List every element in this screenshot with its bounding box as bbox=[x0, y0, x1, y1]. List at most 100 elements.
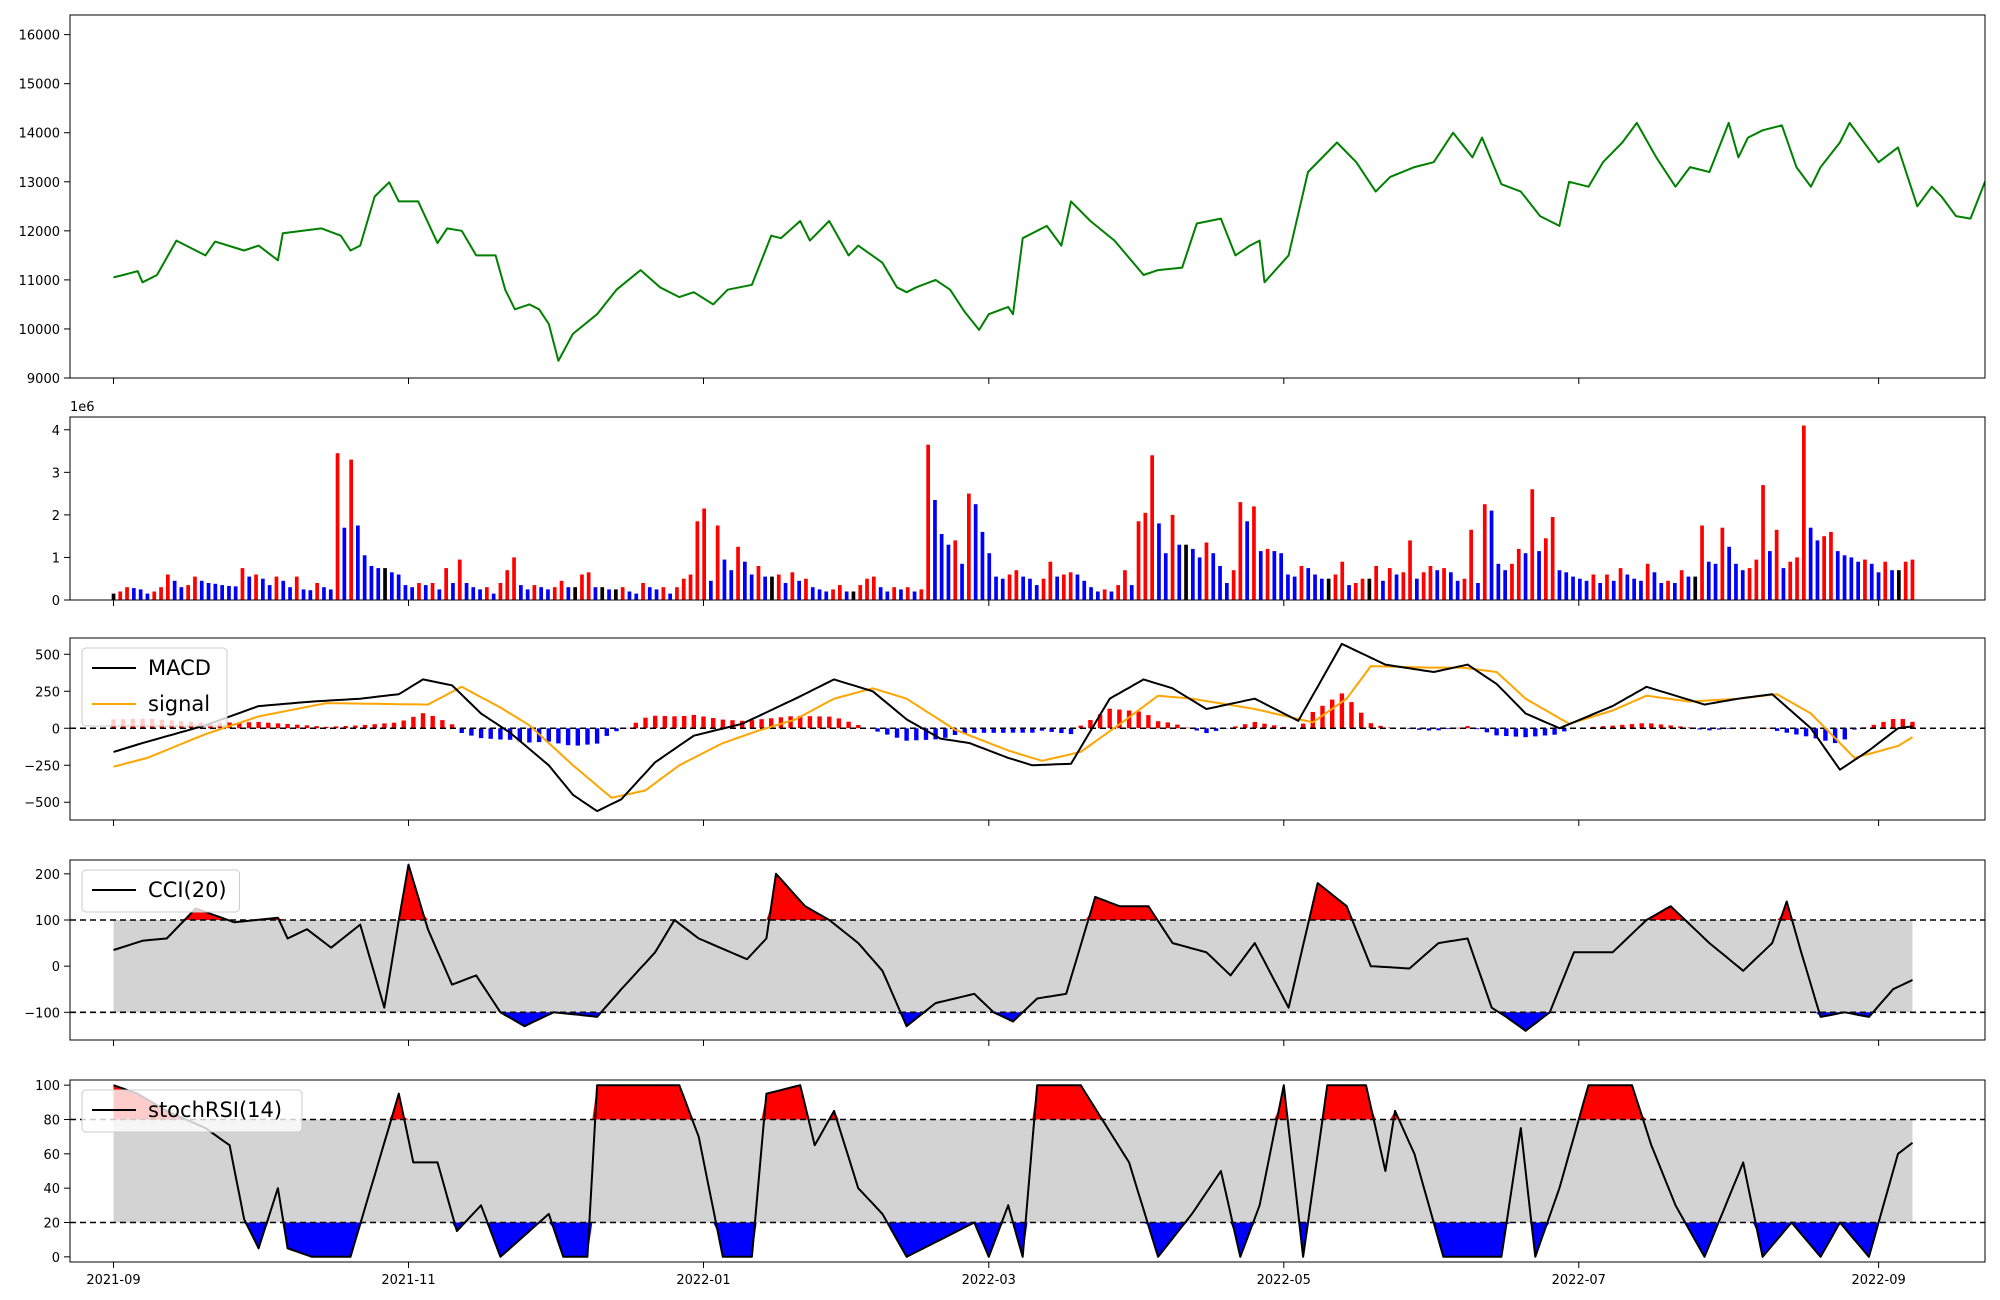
volume-bar bbox=[770, 576, 774, 600]
macd-hist-bar bbox=[633, 722, 638, 729]
volume-bar bbox=[1442, 568, 1446, 600]
volume-bar bbox=[661, 587, 666, 600]
macd-hist-bar bbox=[246, 722, 252, 729]
macd-plot-area bbox=[70, 642, 1985, 813]
volume-bar bbox=[423, 585, 428, 600]
macd-hist-bar bbox=[517, 728, 522, 742]
volume-bar bbox=[566, 587, 571, 600]
macd-hist-bar bbox=[1784, 728, 1789, 733]
volume-bar bbox=[1659, 583, 1664, 600]
volume-bar bbox=[1096, 591, 1100, 600]
volume-bar bbox=[274, 576, 279, 600]
volume-frame bbox=[69, 416, 1986, 601]
volume-bar bbox=[1286, 574, 1290, 600]
volume-bar bbox=[1428, 566, 1433, 600]
volume-bar bbox=[756, 566, 761, 600]
volume-bar bbox=[328, 589, 333, 600]
volume-bar bbox=[1876, 572, 1881, 600]
macd-hist-bar bbox=[875, 728, 880, 732]
macd-hist-bar bbox=[1610, 725, 1615, 729]
macd-hist-bar bbox=[1716, 728, 1722, 730]
volume-bar bbox=[152, 591, 157, 600]
stochrsi-overbought-fill bbox=[113, 1085, 1913, 1120]
macd-hist-bar bbox=[507, 728, 513, 740]
cci-legend-label: CCI(20) bbox=[148, 878, 227, 902]
macd-hist-bar bbox=[1707, 728, 1712, 731]
cci-band bbox=[113, 920, 1913, 1013]
cci-line bbox=[113, 863, 1913, 1032]
macd-hist-bar bbox=[430, 715, 435, 729]
volume-bar bbox=[743, 561, 747, 600]
macd-hist-bar bbox=[1262, 723, 1267, 729]
macd-hist-bar bbox=[1330, 699, 1335, 729]
macd-hist-bar bbox=[1803, 728, 1809, 737]
volume-bar bbox=[749, 574, 754, 600]
volume-bar bbox=[213, 583, 218, 600]
volume-bar bbox=[1781, 568, 1786, 600]
stochrsi-legend-box bbox=[81, 1089, 303, 1133]
macd-hist-bar bbox=[372, 724, 377, 729]
volume-bar bbox=[1143, 512, 1148, 600]
price-panel: 9000 10000 11000 12000 13000 14000 15000 16000 bbox=[19, 14, 1986, 387]
volume-bar bbox=[1381, 580, 1385, 600]
volume-bar bbox=[539, 587, 543, 600]
volume-bar bbox=[1706, 561, 1711, 600]
volume-bar bbox=[1625, 574, 1630, 600]
macd-hist-bar bbox=[1629, 724, 1635, 729]
stochrsi-ytick-label: 0 bbox=[52, 1251, 60, 1266]
volume-bar bbox=[797, 580, 801, 600]
macd-hist-bar bbox=[1726, 728, 1731, 729]
price-plot-area bbox=[113, 121, 1985, 362]
volume-bar bbox=[1136, 521, 1141, 600]
x-tick-label: 2022-05 bbox=[1257, 1273, 1311, 1288]
macd-ytick-label: −250 bbox=[24, 759, 60, 774]
volume-bar bbox=[1313, 574, 1317, 600]
volume-bar bbox=[1591, 574, 1596, 600]
macd-hist-bar bbox=[1842, 728, 1847, 740]
volume-bar bbox=[1231, 570, 1236, 600]
macd-hist-bar bbox=[1078, 725, 1083, 729]
volume-bar bbox=[1578, 578, 1582, 600]
volume-bar bbox=[1272, 551, 1277, 600]
macd-hist-bar bbox=[459, 728, 464, 733]
volume-bar bbox=[1550, 517, 1555, 600]
volume-bar bbox=[1408, 540, 1412, 600]
stochrsi-ytick-label: 100 bbox=[35, 1079, 60, 1094]
macd-hist-bar bbox=[904, 728, 909, 741]
macd-hist-bar bbox=[1194, 728, 1199, 731]
macd-hist-bar bbox=[1658, 724, 1664, 729]
macd-frame bbox=[69, 637, 1986, 821]
volume-bar bbox=[695, 521, 700, 600]
macd-hist-bar bbox=[1030, 728, 1035, 733]
volume-bar bbox=[281, 580, 286, 600]
volume-bar bbox=[715, 525, 720, 600]
macd-hist-bar bbox=[1794, 728, 1799, 735]
volume-bar bbox=[1021, 576, 1025, 600]
volume-bar bbox=[620, 587, 625, 600]
macd-hist-bar bbox=[1881, 721, 1886, 729]
volume-bar bbox=[973, 504, 978, 600]
volume-bar bbox=[1768, 551, 1772, 600]
macd-hist-bar bbox=[798, 715, 803, 729]
macd-hist-bar bbox=[827, 716, 832, 729]
stochrsi-band bbox=[113, 1119, 1913, 1223]
macd-hist-bar bbox=[1832, 728, 1838, 744]
volume-bar bbox=[1754, 559, 1759, 600]
macd-hist-bar bbox=[1639, 723, 1644, 729]
volume-bar bbox=[1903, 561, 1908, 600]
price-ytick-label: 9000 bbox=[27, 372, 60, 387]
volume-bar bbox=[335, 453, 340, 600]
macd-hist-bar bbox=[1668, 725, 1673, 729]
volume-bar bbox=[783, 583, 788, 600]
volume-bar bbox=[1245, 521, 1249, 600]
macd-hist-bar bbox=[1252, 722, 1257, 729]
volume-bar bbox=[1611, 580, 1616, 600]
volume-bar bbox=[1116, 585, 1120, 600]
volume-bar bbox=[1530, 489, 1535, 600]
volume-bar bbox=[586, 572, 591, 600]
volume-bar bbox=[403, 585, 408, 600]
macd-hist-bar bbox=[275, 723, 281, 729]
volume-bar bbox=[1897, 570, 1901, 600]
volume-bar bbox=[709, 580, 713, 600]
volume-bar bbox=[668, 593, 672, 600]
